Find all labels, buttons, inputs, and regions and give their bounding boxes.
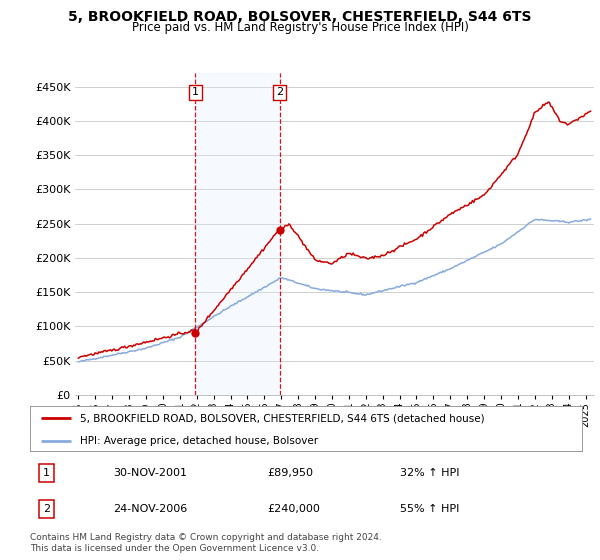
Text: 2: 2 (43, 504, 50, 514)
Text: 5, BROOKFIELD ROAD, BOLSOVER, CHESTERFIELD, S44 6TS (detached house): 5, BROOKFIELD ROAD, BOLSOVER, CHESTERFIE… (80, 413, 484, 423)
Text: HPI: Average price, detached house, Bolsover: HPI: Average price, detached house, Bols… (80, 436, 318, 446)
Text: 5, BROOKFIELD ROAD, BOLSOVER, CHESTERFIELD, S44 6TS: 5, BROOKFIELD ROAD, BOLSOVER, CHESTERFIE… (68, 10, 532, 24)
Text: 32% ↑ HPI: 32% ↑ HPI (400, 468, 460, 478)
Text: 1: 1 (192, 87, 199, 97)
Text: £89,950: £89,950 (268, 468, 313, 478)
Text: 1: 1 (43, 468, 50, 478)
Text: 55% ↑ HPI: 55% ↑ HPI (400, 504, 459, 514)
Text: 24-NOV-2006: 24-NOV-2006 (113, 504, 187, 514)
Text: 30-NOV-2001: 30-NOV-2001 (113, 468, 187, 478)
Text: Contains HM Land Registry data © Crown copyright and database right 2024.
This d: Contains HM Land Registry data © Crown c… (30, 533, 382, 553)
Text: 2: 2 (276, 87, 283, 97)
Bar (196, 73, 280, 395)
Text: Price paid vs. HM Land Registry's House Price Index (HPI): Price paid vs. HM Land Registry's House … (131, 21, 469, 34)
Text: £240,000: £240,000 (268, 504, 320, 514)
